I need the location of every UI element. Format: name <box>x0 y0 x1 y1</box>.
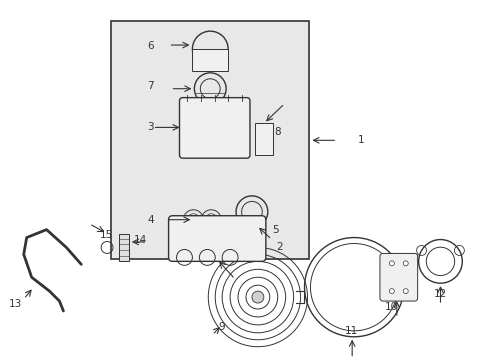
Text: 5: 5 <box>272 225 279 235</box>
FancyBboxPatch shape <box>111 21 309 260</box>
Text: 12: 12 <box>433 289 446 299</box>
FancyBboxPatch shape <box>379 253 417 301</box>
Circle shape <box>403 261 407 266</box>
Circle shape <box>388 261 393 266</box>
FancyBboxPatch shape <box>179 98 249 158</box>
Text: 3: 3 <box>147 122 154 132</box>
Text: 15: 15 <box>99 230 112 239</box>
Bar <box>119 234 129 261</box>
Circle shape <box>403 289 407 294</box>
Text: 4: 4 <box>147 215 154 225</box>
Text: 6: 6 <box>147 41 154 51</box>
Text: 11: 11 <box>344 326 357 336</box>
FancyBboxPatch shape <box>168 216 265 261</box>
Text: 2: 2 <box>276 243 283 252</box>
Text: 9: 9 <box>219 322 225 332</box>
Circle shape <box>388 289 393 294</box>
Text: 1: 1 <box>357 135 364 145</box>
Text: 14: 14 <box>134 234 147 244</box>
Text: 7: 7 <box>147 81 154 91</box>
Text: 10: 10 <box>385 302 398 312</box>
FancyBboxPatch shape <box>254 123 272 155</box>
FancyBboxPatch shape <box>192 49 228 71</box>
Text: 8: 8 <box>274 127 281 138</box>
Text: 13: 13 <box>9 299 22 309</box>
Circle shape <box>251 291 264 303</box>
